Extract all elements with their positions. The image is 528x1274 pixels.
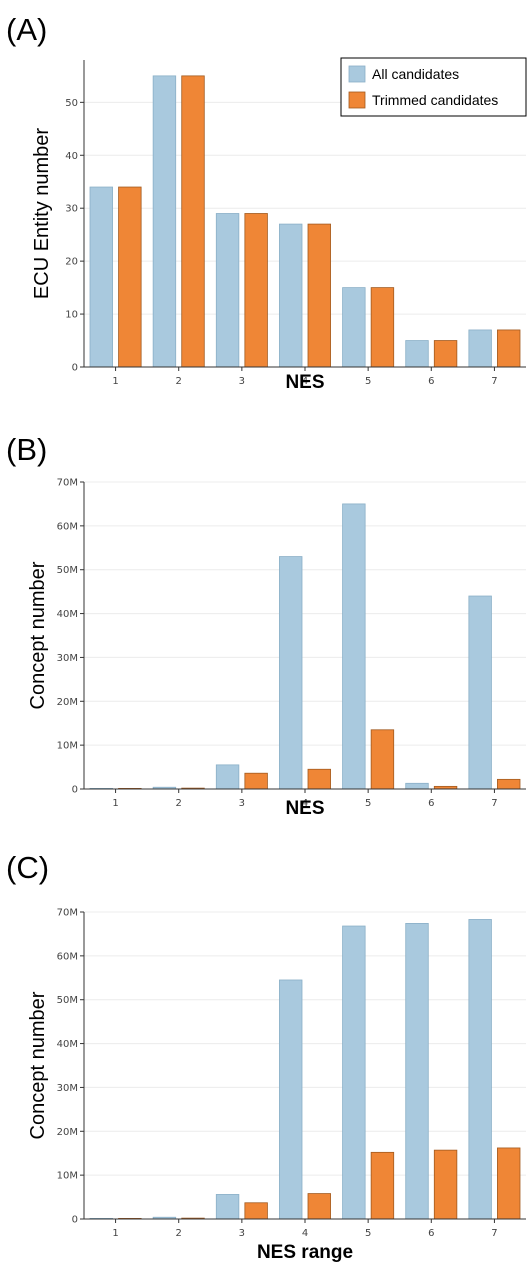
bar-all-candidates [216,214,239,368]
bar-all-candidates [90,187,113,367]
x-tick-label: 3 [239,1228,245,1239]
y-tick-label: 50 [65,98,78,109]
y-tick-label: 40M [57,609,78,620]
bar-trimmed-candidates [308,224,331,367]
y-tick-label: 60M [57,521,78,532]
y-tick-label: 0 [72,785,78,796]
bar-trimmed-candidates [119,187,142,367]
x-tick-label: 5 [365,798,371,809]
x-tick-label: 3 [239,376,245,387]
bar-all-candidates [279,224,302,367]
y-tick-label: 40M [57,1039,78,1050]
x-tick-label: 2 [176,798,182,809]
bar-all-candidates [469,919,492,1219]
bar-all-candidates [343,504,366,789]
bar-trimmed-candidates [371,730,394,789]
bar-all-candidates [469,596,492,789]
legend-entry: All candidates [372,66,459,82]
y-tick-label: 30M [57,1083,78,1094]
legend-swatch-all [349,66,365,82]
panel-b: (B) 0 10M 20M 30M 40M 50M 60M 70M 1 2 3 4 5 6 7 Concept… [0,420,528,850]
bar-trimmed-candidates [245,214,268,368]
bar-all-candidates [406,783,429,789]
y-tick-label: 0 [72,363,78,374]
bar-all-candidates [343,288,366,367]
bar-all-candidates [216,765,239,789]
legend-swatch-trimmed [349,92,365,108]
x-tick-label: 2 [176,1228,182,1239]
x-tick-label: 2 [176,376,182,387]
bar-all-candidates [216,1194,239,1219]
bar-all-candidates [469,330,492,367]
y-tick-label: 30M [57,653,78,664]
y-tick-label: 20M [57,1127,78,1138]
bar-trimmed-candidates [434,1150,457,1219]
bar-trimmed-candidates [497,779,520,789]
x-tick-label: 6 [428,798,434,809]
x-tick-label: 7 [491,376,497,387]
bar-trimmed-candidates [245,1203,268,1219]
legend-entry: Trimmed candidates [372,92,498,108]
x-axis-label: NES [285,372,324,393]
y-tick-label: 50M [57,995,78,1006]
bar-trimmed-candidates [308,769,331,789]
y-axis-label: Concept number [27,561,49,709]
bar-trimmed-candidates [371,288,394,367]
x-tick-label: 1 [112,1228,118,1239]
y-tick-label: 60M [57,951,78,962]
y-tick-label: 40 [65,151,78,162]
x-axis-label: NES range [257,1242,353,1263]
x-tick-label: 7 [491,1228,497,1239]
bar-trimmed-candidates [497,330,520,367]
bar-all-candidates [279,557,302,789]
x-tick-label: 5 [365,376,371,387]
bar-trimmed-candidates [182,76,205,367]
y-tick-label: 20M [57,697,78,708]
y-tick-label: 50M [57,565,78,576]
bar-trimmed-candidates [497,1148,520,1219]
bar-all-candidates [343,926,366,1219]
x-axis-label: NES [285,798,324,819]
y-tick-label: 10M [57,1171,78,1182]
x-tick-label: 7 [491,798,497,809]
y-tick-label: 70M [57,478,78,489]
bar-trimmed-candidates [434,341,457,367]
bar-trimmed-candidates [245,773,268,789]
panel-c: (C) 0 10M 20M 30M 40M 50M 60M 70M 1 2 3 4 5 6 7 Concept… [0,850,528,1274]
x-tick-label: 5 [365,1228,371,1239]
legend: All candidates Trimmed candidates [341,58,526,116]
x-tick-label: 1 [112,376,118,387]
x-tick-label: 3 [239,798,245,809]
bar-all-candidates [406,341,429,367]
y-tick-label: 0 [72,1215,78,1226]
y-tick-label: 30 [65,204,78,215]
bar-all-candidates [406,923,429,1219]
concept-number-range-bar-chart: 0 10M 20M 30M 40M 50M 60M 70M 1 2 3 4 5 6 7 Concept num… [0,850,528,1274]
y-axis-label: Concept number [27,991,49,1139]
y-tick-label: 10 [65,310,78,321]
x-tick-label: 4 [302,1228,308,1239]
bar-all-candidates [153,76,176,367]
x-tick-label: 6 [428,1228,434,1239]
x-tick-label: 1 [112,798,118,809]
bar-all-candidates [279,980,302,1219]
y-tick-label: 20 [65,257,78,268]
y-tick-label: 70M [57,908,78,919]
x-tick-label: 6 [428,376,434,387]
bar-trimmed-candidates [371,1152,394,1219]
y-axis-label: ECU Entity number [31,128,53,300]
y-tick-label: 10M [57,741,78,752]
bar-trimmed-candidates [308,1194,331,1219]
panel-a: (A) 0 10 20 30 40 50 1 2 3 4 5 6 7 ECU Entity number N… [0,0,528,420]
